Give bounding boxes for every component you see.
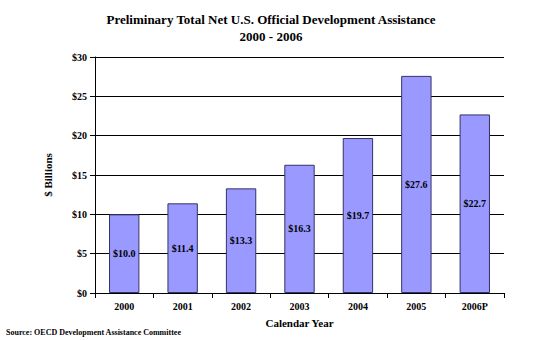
svg-text:$10.0: $10.0 <box>113 248 135 259</box>
svg-text:$16.3: $16.3 <box>288 223 311 234</box>
svg-text:2004: 2004 <box>348 301 368 312</box>
svg-text:2006P: 2006P <box>462 301 488 312</box>
svg-text:$ Billions: $ Billions <box>42 152 54 196</box>
svg-text:Preliminary Total Net U.S. Off: Preliminary Total Net U.S. Official Deve… <box>106 12 435 27</box>
svg-text:2002: 2002 <box>231 301 251 312</box>
svg-text:$5: $5 <box>77 248 87 259</box>
svg-text:$30: $30 <box>72 52 87 63</box>
svg-text:$13.3: $13.3 <box>230 235 253 246</box>
svg-text:2005: 2005 <box>406 301 426 312</box>
svg-text:2001: 2001 <box>173 301 193 312</box>
svg-text:$0: $0 <box>77 288 87 299</box>
svg-text:$25: $25 <box>72 91 87 102</box>
svg-text:$22.7: $22.7 <box>464 198 487 209</box>
svg-text:$11.4: $11.4 <box>172 243 194 254</box>
svg-text:2000: 2000 <box>114 301 134 312</box>
svg-text:$15: $15 <box>72 170 87 181</box>
svg-text:$20: $20 <box>72 130 87 141</box>
svg-text:2000 - 2006: 2000 - 2006 <box>240 29 303 44</box>
svg-text:2003: 2003 <box>290 301 310 312</box>
svg-text:$19.7: $19.7 <box>347 210 370 221</box>
svg-text:$10: $10 <box>72 209 87 220</box>
svg-text:$27.6: $27.6 <box>405 179 428 190</box>
svg-text:Calendar Year: Calendar Year <box>265 317 333 329</box>
svg-text:Source: OECD Development Assis: Source: OECD Development Assistance Comm… <box>6 328 181 337</box>
